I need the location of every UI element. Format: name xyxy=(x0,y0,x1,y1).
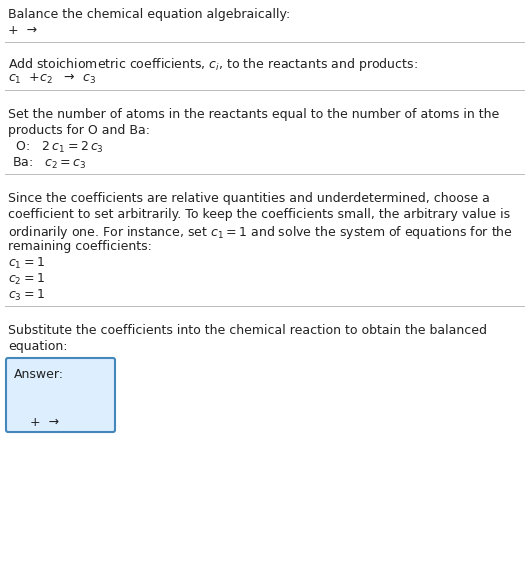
Text: coefficient to set arbitrarily. To keep the coefficients small, the arbitrary va: coefficient to set arbitrarily. To keep … xyxy=(8,208,510,221)
Text: Set the number of atoms in the reactants equal to the number of atoms in the: Set the number of atoms in the reactants… xyxy=(8,108,499,121)
Text: Ba:   $c_2 = c_3$: Ba: $c_2 = c_3$ xyxy=(12,156,86,171)
Text: +  →: + → xyxy=(30,416,59,429)
Text: products for O and Ba:: products for O and Ba: xyxy=(8,124,150,137)
Text: Balance the chemical equation algebraically:: Balance the chemical equation algebraica… xyxy=(8,8,290,21)
Text: $c_3 = 1$: $c_3 = 1$ xyxy=(8,288,45,303)
Text: Since the coefficients are relative quantities and underdetermined, choose a: Since the coefficients are relative quan… xyxy=(8,192,490,205)
Text: equation:: equation: xyxy=(8,340,68,353)
Text: Answer:: Answer: xyxy=(14,368,64,381)
Text: O:   $2\,c_1 = 2\,c_3$: O: $2\,c_1 = 2\,c_3$ xyxy=(12,140,104,155)
Text: Add stoichiometric coefficients, $c_i$, to the reactants and products:: Add stoichiometric coefficients, $c_i$, … xyxy=(8,56,418,73)
Text: $c_2 = 1$: $c_2 = 1$ xyxy=(8,272,45,287)
Text: +  →: + → xyxy=(8,24,37,37)
Text: remaining coefficients:: remaining coefficients: xyxy=(8,240,152,253)
Text: $c_1 = 1$: $c_1 = 1$ xyxy=(8,256,45,271)
Text: $c_1$  +$c_2$   →  $c_3$: $c_1$ +$c_2$ → $c_3$ xyxy=(8,72,96,86)
Text: ordinarily one. For instance, set $c_1 = 1$ and solve the system of equations fo: ordinarily one. For instance, set $c_1 =… xyxy=(8,224,513,241)
FancyBboxPatch shape xyxy=(6,358,115,432)
Text: Substitute the coefficients into the chemical reaction to obtain the balanced: Substitute the coefficients into the che… xyxy=(8,324,487,337)
